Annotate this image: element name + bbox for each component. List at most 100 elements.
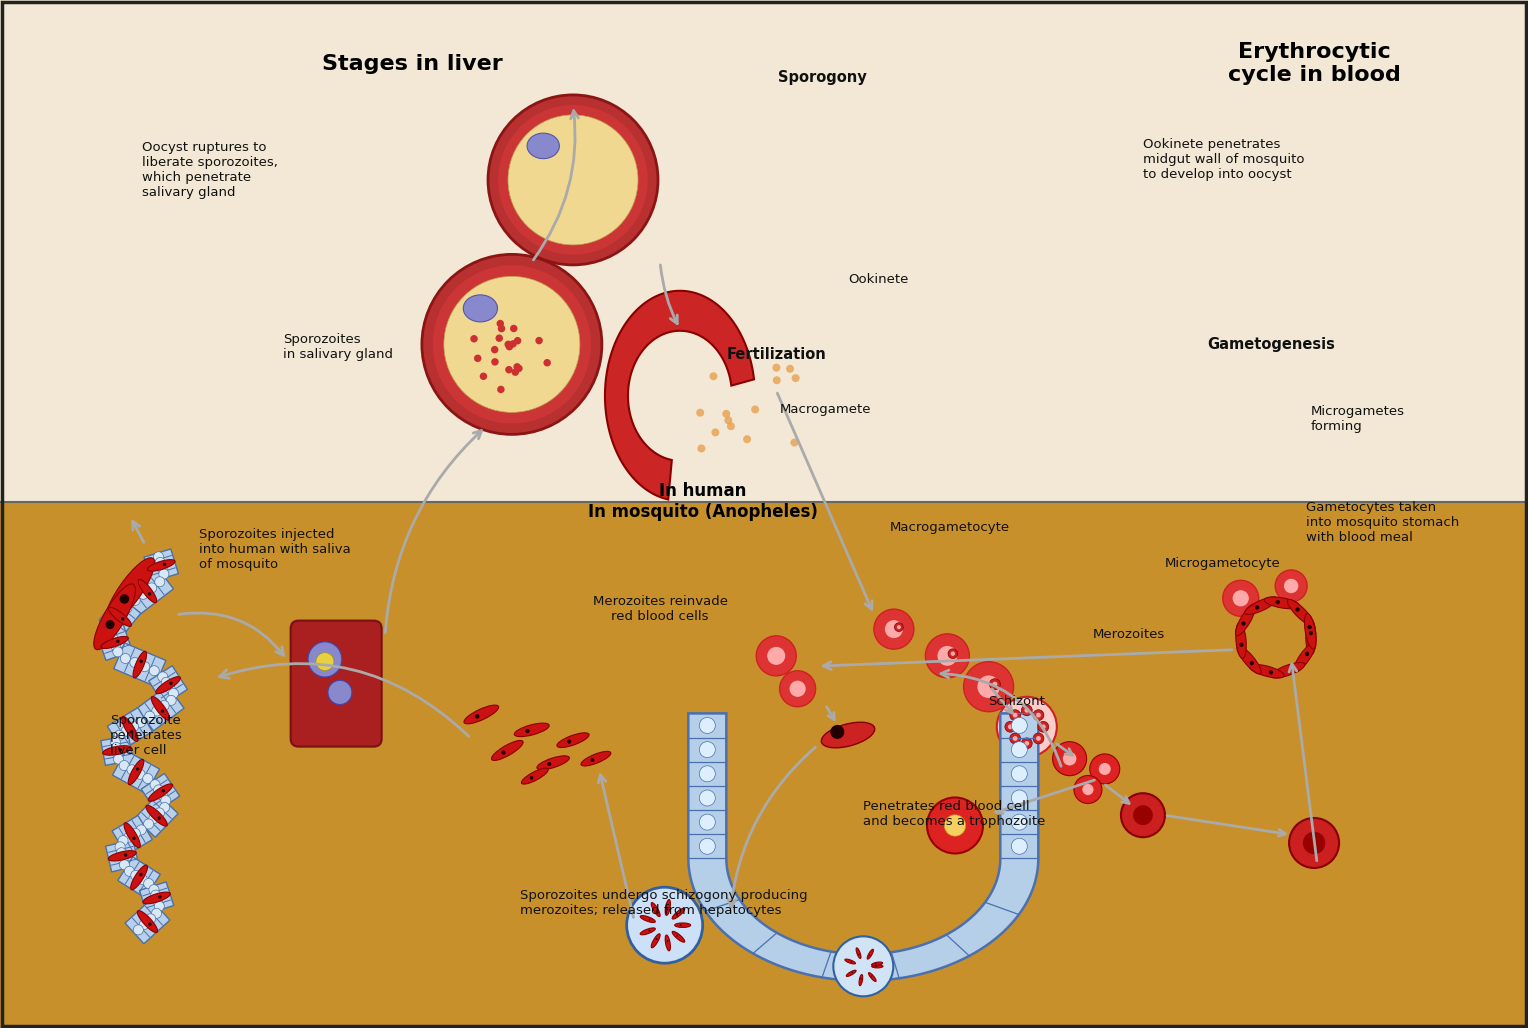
- Circle shape: [113, 647, 122, 657]
- Circle shape: [1122, 794, 1164, 837]
- Circle shape: [133, 837, 136, 840]
- Circle shape: [162, 788, 165, 793]
- Circle shape: [1010, 733, 1021, 744]
- Text: Schizont: Schizont: [989, 695, 1045, 707]
- Ellipse shape: [651, 903, 660, 917]
- Circle shape: [471, 335, 478, 342]
- Circle shape: [110, 640, 121, 651]
- Circle shape: [567, 739, 571, 743]
- Ellipse shape: [142, 892, 171, 904]
- FancyBboxPatch shape: [290, 621, 382, 746]
- Ellipse shape: [556, 733, 590, 747]
- Polygon shape: [605, 291, 753, 500]
- Circle shape: [507, 115, 639, 245]
- Circle shape: [506, 343, 513, 351]
- Circle shape: [119, 748, 122, 751]
- Circle shape: [159, 700, 170, 710]
- Ellipse shape: [859, 975, 863, 986]
- Polygon shape: [125, 900, 170, 944]
- Ellipse shape: [871, 964, 883, 968]
- Circle shape: [151, 890, 160, 901]
- Circle shape: [700, 766, 715, 782]
- Circle shape: [648, 919, 651, 921]
- Circle shape: [1305, 652, 1309, 656]
- Circle shape: [1024, 708, 1030, 712]
- Circle shape: [590, 759, 594, 762]
- Ellipse shape: [1271, 662, 1305, 678]
- Circle shape: [779, 670, 816, 707]
- Circle shape: [432, 265, 591, 424]
- Circle shape: [116, 848, 127, 857]
- Circle shape: [724, 416, 732, 425]
- Circle shape: [153, 895, 162, 906]
- Circle shape: [115, 730, 124, 740]
- Circle shape: [1290, 818, 1339, 868]
- Circle shape: [656, 939, 657, 940]
- Circle shape: [148, 885, 159, 894]
- Circle shape: [118, 854, 128, 864]
- Circle shape: [490, 303, 498, 311]
- Circle shape: [170, 682, 173, 685]
- Circle shape: [1008, 725, 1013, 729]
- Text: Oocyst ruptures to
liberate sporozoites,
which penetrate
salivary gland: Oocyst ruptures to liberate sporozoites,…: [142, 141, 278, 198]
- Circle shape: [964, 662, 1013, 711]
- Circle shape: [1033, 733, 1044, 744]
- Circle shape: [723, 410, 730, 417]
- Text: Merozoites reinvade
red blood cells: Merozoites reinvade red blood cells: [593, 594, 727, 623]
- Circle shape: [160, 796, 171, 806]
- Circle shape: [833, 937, 894, 996]
- Circle shape: [792, 374, 799, 382]
- Circle shape: [147, 583, 157, 593]
- Circle shape: [530, 776, 533, 779]
- Circle shape: [950, 652, 955, 656]
- Circle shape: [469, 313, 477, 320]
- Circle shape: [130, 730, 133, 734]
- Circle shape: [700, 838, 715, 854]
- Text: Ookinete: Ookinete: [848, 273, 909, 286]
- Text: Gametocytes taken
into mosquito stomach
with blood meal: Gametocytes taken into mosquito stomach …: [1306, 501, 1459, 544]
- Circle shape: [944, 815, 966, 836]
- Circle shape: [830, 725, 845, 739]
- Circle shape: [1241, 622, 1245, 626]
- Circle shape: [495, 334, 503, 342]
- Circle shape: [121, 654, 130, 663]
- Ellipse shape: [871, 962, 883, 965]
- Ellipse shape: [130, 865, 148, 890]
- Text: Sporogony: Sporogony: [778, 70, 866, 84]
- Circle shape: [1013, 712, 1018, 718]
- Ellipse shape: [1245, 597, 1277, 615]
- Circle shape: [938, 646, 957, 666]
- Circle shape: [1250, 661, 1254, 665]
- Ellipse shape: [665, 935, 671, 951]
- Circle shape: [167, 695, 176, 705]
- Polygon shape: [688, 713, 1039, 981]
- Circle shape: [498, 325, 506, 332]
- Ellipse shape: [536, 756, 570, 770]
- Ellipse shape: [651, 933, 660, 948]
- Circle shape: [709, 372, 718, 380]
- Circle shape: [927, 798, 983, 853]
- Ellipse shape: [856, 948, 860, 958]
- Circle shape: [1074, 775, 1102, 804]
- Ellipse shape: [640, 916, 656, 922]
- Circle shape: [422, 254, 602, 435]
- Ellipse shape: [868, 972, 876, 982]
- Circle shape: [105, 620, 115, 629]
- Text: Microgametes
forming: Microgametes forming: [1311, 405, 1406, 434]
- Circle shape: [700, 814, 715, 831]
- Circle shape: [666, 940, 668, 942]
- Text: Ookinete penetrates
midgut wall of mosquito
to develop into oocyst: Ookinete penetrates midgut wall of mosqu…: [1143, 138, 1305, 181]
- Circle shape: [119, 859, 130, 870]
- Circle shape: [144, 819, 154, 829]
- Circle shape: [121, 726, 131, 736]
- Ellipse shape: [124, 822, 141, 848]
- Circle shape: [154, 784, 163, 795]
- Polygon shape: [141, 773, 180, 812]
- Circle shape: [996, 697, 1057, 757]
- Circle shape: [127, 765, 138, 775]
- Circle shape: [168, 689, 179, 698]
- Circle shape: [752, 405, 759, 413]
- Circle shape: [897, 625, 902, 629]
- Ellipse shape: [148, 784, 173, 801]
- Polygon shape: [99, 595, 141, 638]
